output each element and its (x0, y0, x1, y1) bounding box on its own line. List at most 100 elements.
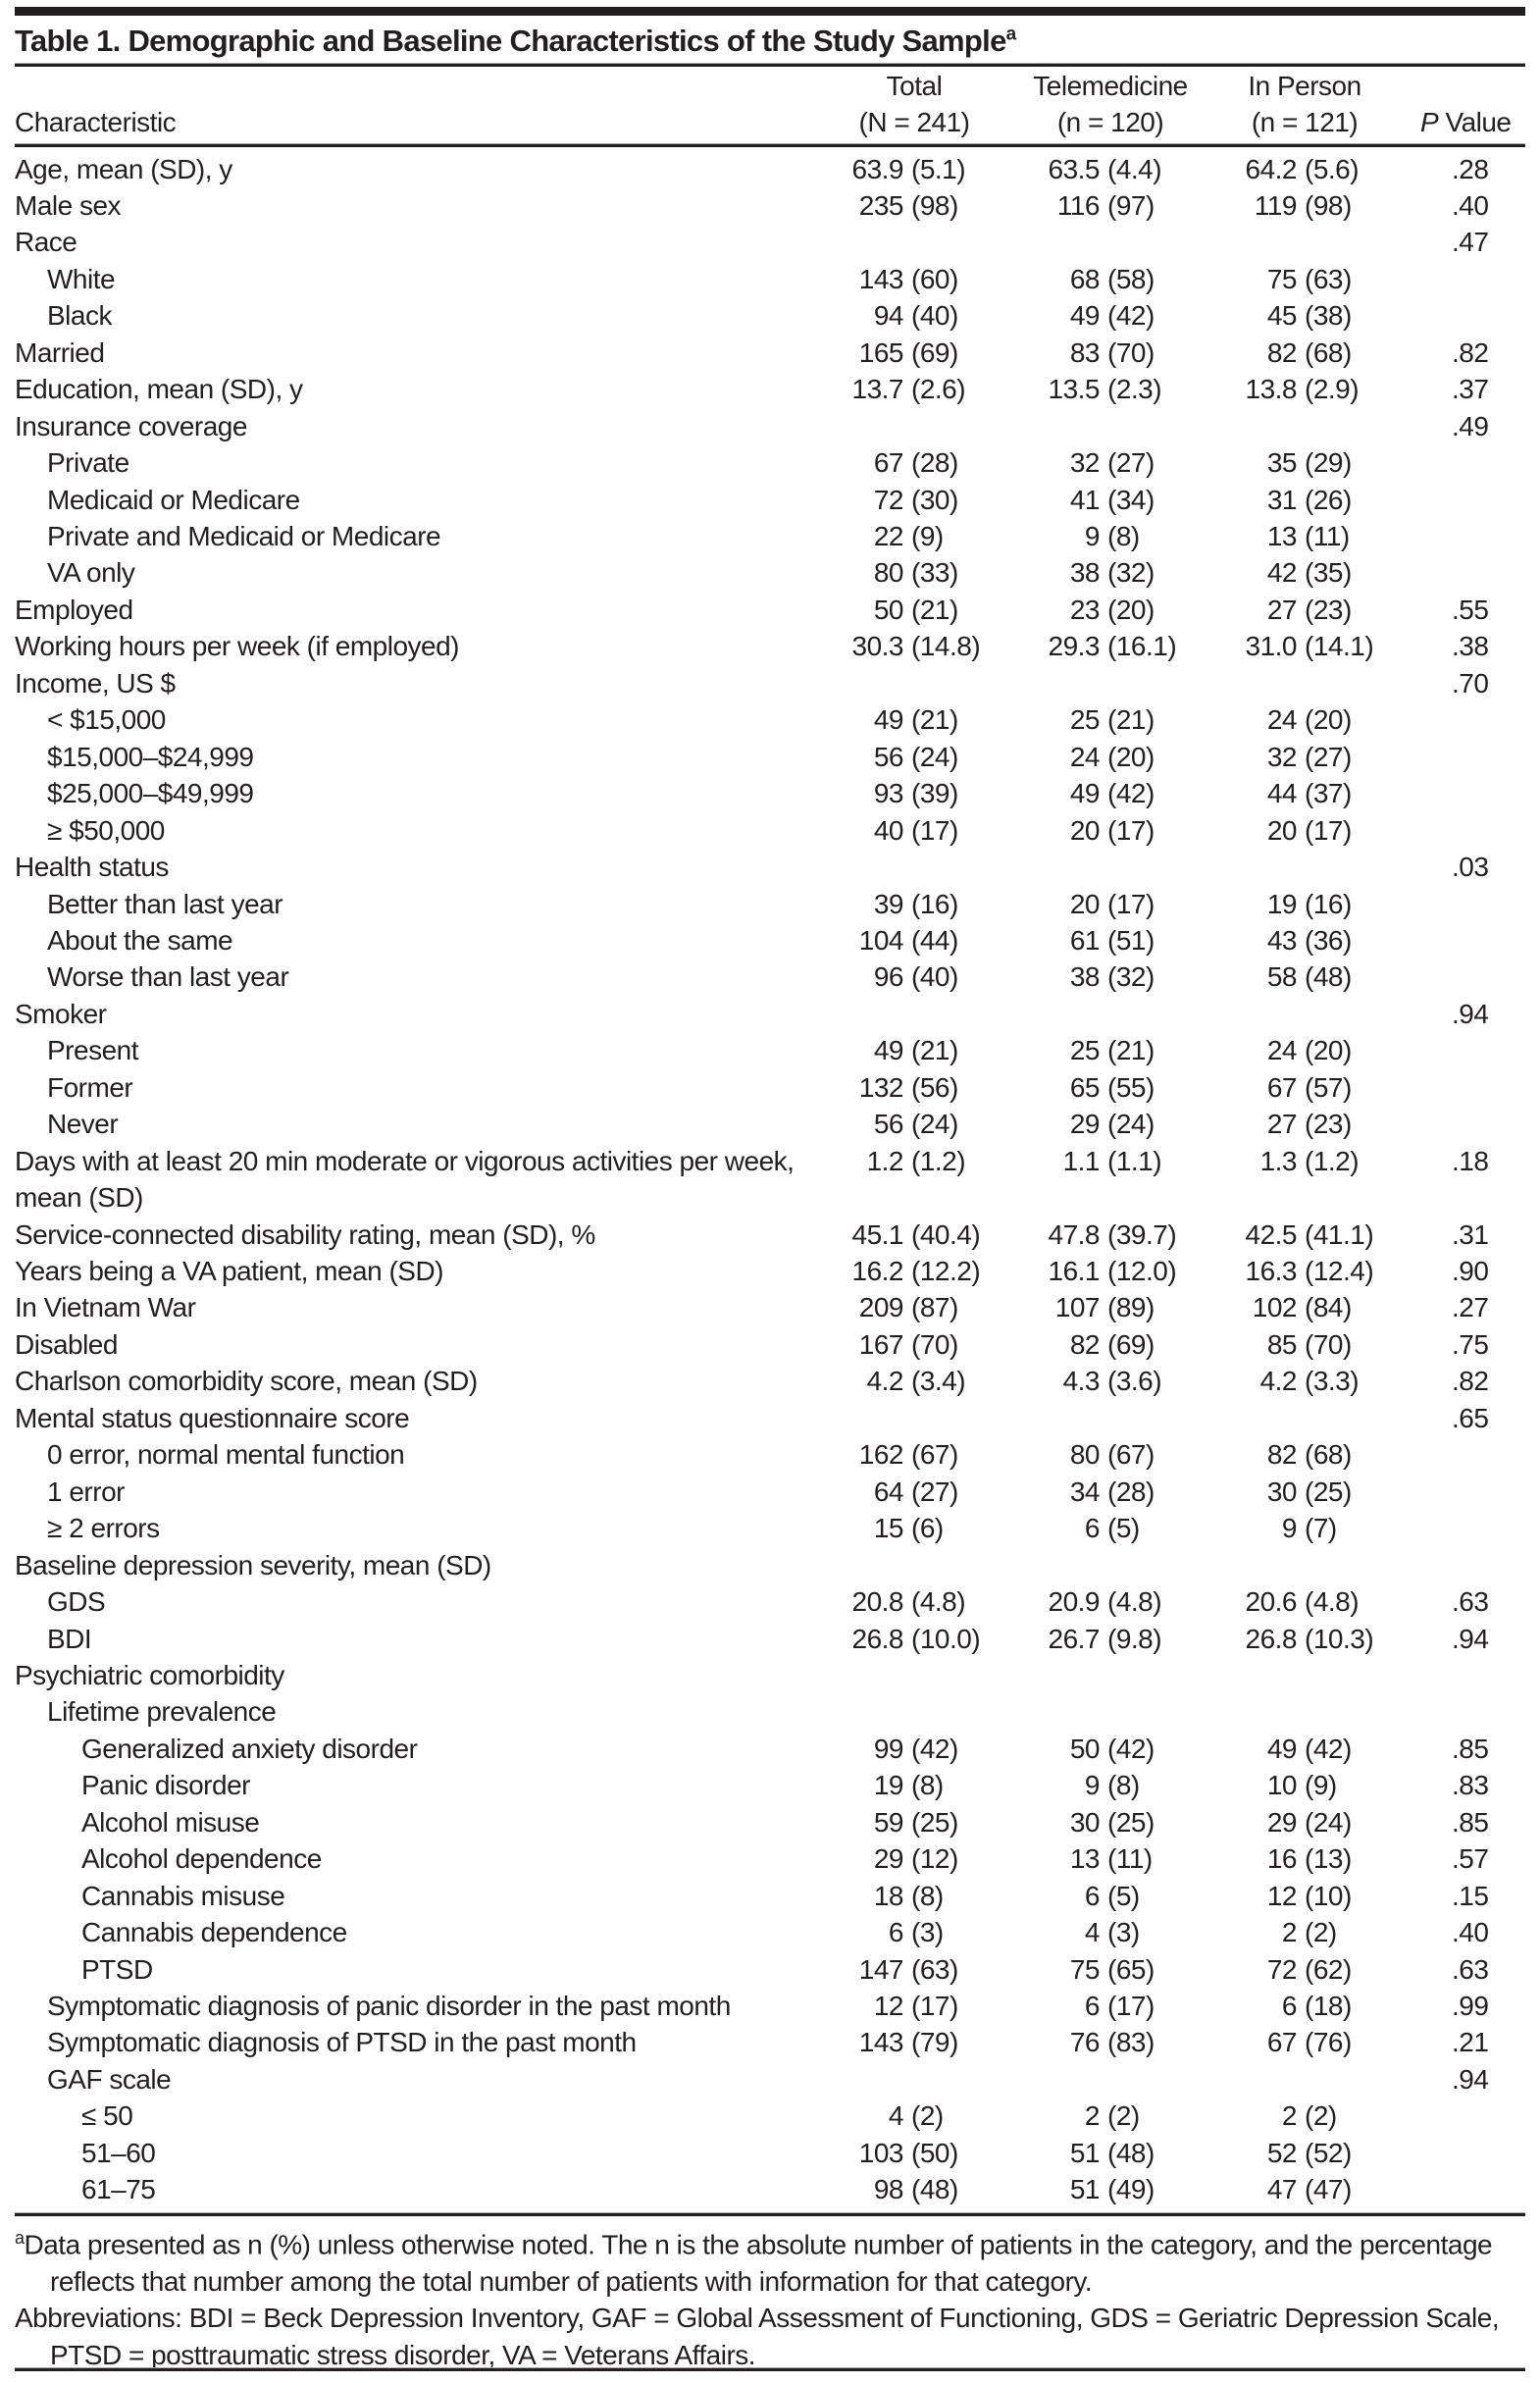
cell-inperson-value: 47 (1266, 2174, 1298, 2205)
cell-tele-value: 38 (1069, 557, 1101, 589)
cell-total-value: 49 (873, 704, 904, 736)
cell-inperson-value: 2 (1281, 1917, 1298, 1948)
cell-total-value: 49 (873, 1035, 904, 1066)
cell-characteristic: < $15,000 (47, 704, 166, 736)
cell-inperson-value: 24 (1266, 1035, 1298, 1066)
cell-tele-value: 75 (1069, 1953, 1101, 1985)
cell-inperson-value: 58 (1266, 961, 1298, 993)
cell-tele-percent: (70) (1107, 337, 1155, 368)
cell-inperson-percent: (2) (1305, 2100, 1337, 2132)
cell-inperson-value: 26.8 (1245, 1623, 1298, 1654)
cell-characteristic: 61–75 (81, 2174, 156, 2205)
cell-tele-percent: (89) (1107, 1292, 1155, 1323)
cell-total-percent: (21) (911, 594, 958, 625)
cell-tele-percent: (5) (1107, 1880, 1140, 1911)
cell-characteristic: $25,000–$49,999 (47, 778, 254, 809)
cell-total-percent: (8) (911, 1880, 944, 1911)
cell-characteristic: Cannabis misuse (81, 1880, 285, 1911)
cell-total-value: 40 (873, 814, 904, 846)
cell-total-percent: (3.4) (911, 1366, 966, 1397)
cell-characteristic: Alcohol dependence (81, 1843, 322, 1875)
cell-tele-percent: (32) (1107, 961, 1155, 993)
cell-p-value: .31 (1452, 1218, 1489, 1250)
cell-total-percent: (24) (911, 1109, 958, 1140)
top-bar (15, 7, 1525, 16)
cell-tele-percent: (9.8) (1107, 1623, 1162, 1654)
cell-inperson-percent: (25) (1305, 1476, 1352, 1507)
header-in-person-n: (n = 121) (1251, 107, 1359, 137)
cell-characteristic: Disabled (15, 1328, 118, 1360)
cell-inperson-value: 27 (1266, 594, 1298, 625)
cell-tele-percent: (97) (1107, 189, 1155, 221)
cell-total-value: 4.2 (866, 1366, 904, 1397)
cell-tele-value: 32 (1069, 447, 1101, 479)
cell-total-value: 16.2 (851, 1256, 904, 1286)
cell-inperson-percent: (7) (1305, 1513, 1337, 1544)
cell-tele-percent: (65) (1107, 1953, 1155, 1985)
cell-characteristic: Cannabis dependence (81, 1917, 347, 1948)
title-text: Table 1. Demographic and Baseline Charac… (15, 24, 1006, 58)
cell-characteristic: Generalized anxiety disorder (81, 1733, 418, 1764)
cell-characteristic: Working hours per week (if employed) (15, 631, 460, 662)
cell-tele-percent: (34) (1107, 484, 1155, 515)
table-title: Table 1. Demographic and Baseline Charac… (15, 24, 1016, 59)
cell-inperson-percent: (24) (1305, 1806, 1352, 1838)
cell-characteristic: ≤ 50 (81, 2100, 133, 2132)
cell-characteristic: Employed (15, 594, 133, 625)
cell-characteristic: Years being a VA patient, mean (SD) (15, 1256, 444, 1286)
cell-inperson-value: 67 (1266, 2027, 1298, 2058)
cell-characteristic: GAF scale (47, 2063, 172, 2095)
cell-inperson-value: 49 (1266, 1733, 1298, 1764)
cell-p-value: .85 (1452, 1806, 1489, 1838)
cell-total-percent: (6) (911, 1513, 944, 1544)
cell-tele-value: 80 (1069, 1439, 1101, 1471)
cell-characteristic: Race (15, 227, 77, 258)
footnote-a-mark: a (15, 2228, 25, 2248)
cell-characteristic: About the same (47, 924, 233, 956)
cell-total-value: 63.9 (851, 153, 904, 184)
cell-characteristic: Present (47, 1035, 139, 1066)
cell-p-value: .40 (1452, 189, 1489, 221)
cell-total-value: 50 (873, 594, 904, 625)
cell-characteristic: Medicaid or Medicare (47, 484, 300, 515)
cell-total-value: 235 (858, 189, 904, 221)
cell-inperson-percent: (48) (1305, 961, 1352, 993)
cell-inperson-value: 119 (1254, 189, 1298, 221)
cell-total-value: 39 (873, 888, 904, 919)
cell-total-percent: (8) (911, 1770, 944, 1801)
cell-tele-percent: (67) (1107, 1439, 1155, 1471)
cell-tele-percent: (28) (1107, 1476, 1155, 1507)
cell-inperson-percent: (84) (1305, 1292, 1352, 1323)
title-rule (15, 63, 1525, 67)
cell-total-value: 103 (858, 2137, 904, 2168)
cell-tele-percent: (17) (1107, 888, 1155, 919)
cell-tele-value: 83 (1069, 337, 1101, 368)
cell-inperson-percent: (57) (1305, 1071, 1352, 1103)
cell-p-value: .82 (1452, 1366, 1489, 1397)
cell-p-value: .90 (1452, 1256, 1489, 1286)
cell-p-value: .18 (1452, 1145, 1489, 1176)
cell-total-value: 165 (858, 337, 904, 368)
cell-total-value: 26.8 (851, 1623, 904, 1654)
cell-inperson-value: 20 (1266, 814, 1298, 846)
cell-characteristic: Better than last year (47, 888, 283, 919)
cell-tele-value: 4 (1084, 1917, 1101, 1948)
header-p-value: P Value (1420, 104, 1512, 140)
cell-inperson-value: 31.0 (1245, 631, 1298, 662)
cell-total-value: 104 (858, 924, 904, 956)
cell-total-percent: (9) (911, 521, 944, 551)
cell-inperson-percent: (20) (1305, 1035, 1352, 1066)
cell-characteristic: 0 error, normal mental function (47, 1439, 405, 1471)
cell-total-value: 1.2 (866, 1145, 904, 1176)
cell-p-value: .94 (1452, 1623, 1489, 1654)
cell-tele-value: 2 (1084, 2100, 1101, 2132)
cell-inperson-value: 16 (1266, 1843, 1298, 1875)
cell-tele-percent: (1.1) (1107, 1145, 1162, 1176)
cell-tele-value: 63.5 (1048, 153, 1101, 184)
cell-total-value: 15 (873, 1513, 904, 1544)
cell-inperson-value: 75 (1266, 263, 1298, 294)
cell-tele-percent: (8) (1107, 521, 1140, 551)
cell-inperson-percent: (35) (1305, 557, 1352, 589)
header-rule (15, 143, 1525, 147)
cell-tele-value: 6 (1084, 1880, 1101, 1911)
